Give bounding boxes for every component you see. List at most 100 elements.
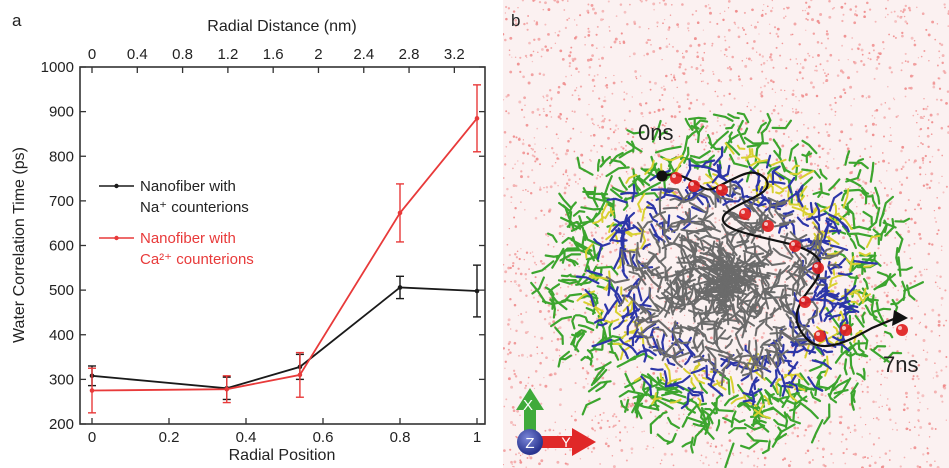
fiber-stick <box>755 302 762 317</box>
water-dot <box>614 124 618 127</box>
water-dot <box>666 198 668 201</box>
water-dot <box>553 372 557 376</box>
water-dot <box>517 284 521 287</box>
water-dot <box>601 240 604 243</box>
water-dot <box>753 450 756 453</box>
fiber-stick <box>548 283 561 293</box>
water-dot <box>597 174 599 177</box>
water-dot <box>695 227 698 230</box>
water-dot <box>672 76 676 79</box>
water-dot <box>696 55 700 59</box>
water-dot <box>887 13 889 16</box>
water-dot <box>698 177 700 179</box>
water-dot <box>660 235 664 239</box>
fiber-stick <box>549 292 568 311</box>
ion-highlight <box>791 242 795 246</box>
water-dot <box>737 389 740 392</box>
water-dot <box>803 58 807 62</box>
water-dot <box>564 294 568 298</box>
water-dot <box>575 24 578 26</box>
nanofiber <box>530 111 925 468</box>
water-dot <box>930 427 934 430</box>
fiber-stick <box>607 279 611 297</box>
water-dot <box>724 10 726 12</box>
water-dot <box>760 86 762 89</box>
water-dot <box>728 92 731 96</box>
water-dot <box>631 403 635 407</box>
water-dot <box>758 278 761 281</box>
fiber-stick <box>788 143 800 162</box>
water-dot <box>531 154 534 157</box>
water-dot <box>605 264 608 267</box>
water-dot <box>718 452 722 456</box>
water-dot <box>739 245 742 248</box>
water-dot <box>539 260 543 263</box>
water-dot <box>714 445 718 448</box>
fiber-stick <box>641 203 651 222</box>
water-dot <box>905 176 909 180</box>
fiber-stick <box>667 214 676 234</box>
water-dot <box>539 163 541 166</box>
water-dot <box>883 334 886 337</box>
fiber-stick <box>843 257 861 266</box>
fiber-stick <box>680 228 706 233</box>
fiber-stick <box>677 189 695 207</box>
water-dot <box>825 79 829 82</box>
water-dot <box>942 191 945 194</box>
water-dot <box>917 364 921 367</box>
water-dot <box>882 159 886 163</box>
water-dot <box>590 330 593 334</box>
fiber-stick <box>561 250 566 264</box>
water-dot <box>907 230 911 233</box>
water-dot <box>841 44 844 47</box>
water-dot <box>822 82 825 84</box>
water-dot <box>896 15 900 18</box>
water-dot <box>605 76 607 79</box>
fiber-stick <box>618 337 633 348</box>
fiber-stick <box>696 125 705 144</box>
water-dot <box>803 434 806 437</box>
fiber-stick <box>690 436 694 454</box>
water-dot <box>668 183 671 186</box>
y-tick-label: 800 <box>49 148 74 165</box>
fiber-stick <box>721 226 743 240</box>
water-dot <box>919 321 921 324</box>
water-dot <box>758 53 762 56</box>
water-dot <box>555 292 559 296</box>
fiber-stick <box>823 314 832 322</box>
water-dot <box>638 247 640 250</box>
water-dot <box>681 359 685 363</box>
fiber-stick <box>651 392 657 405</box>
fiber-stick <box>812 190 830 196</box>
water-dot <box>709 445 712 448</box>
water-dot <box>544 1 547 5</box>
fiber-stick <box>621 348 629 360</box>
fiber-stick <box>584 243 594 259</box>
water-dot <box>677 105 681 109</box>
water-dot <box>626 22 629 26</box>
water-dot <box>753 40 756 43</box>
fiber-stick <box>732 187 742 196</box>
fiber-stick <box>848 161 869 170</box>
water-dot <box>927 33 931 37</box>
water-dot <box>567 139 570 143</box>
water-dot <box>627 396 629 399</box>
water-dot <box>661 93 664 97</box>
top-tick-label: 2.8 <box>399 46 420 63</box>
water-dot <box>769 32 772 35</box>
water-dot <box>829 103 832 107</box>
water-dot <box>863 307 866 310</box>
water-dot <box>613 74 615 77</box>
water-dot <box>596 292 599 294</box>
water-dot <box>632 426 635 429</box>
water-dot <box>750 24 753 27</box>
water-dot <box>942 69 946 73</box>
fiber-stick <box>635 349 650 356</box>
water-dot <box>676 367 679 370</box>
water-dot <box>557 85 561 89</box>
fiber-stick <box>751 148 761 161</box>
fiber-stick <box>856 372 866 381</box>
fiber-stick <box>595 380 609 393</box>
water-dot <box>809 81 813 85</box>
fiber-stick <box>699 405 718 427</box>
